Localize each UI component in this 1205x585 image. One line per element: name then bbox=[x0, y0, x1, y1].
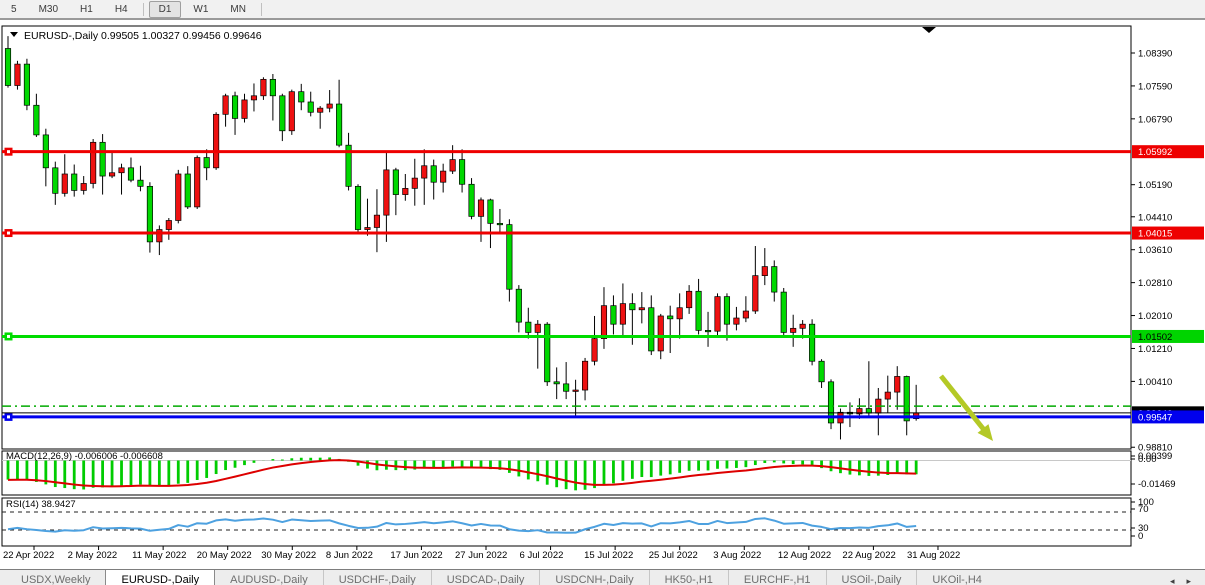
svg-text:1.08390: 1.08390 bbox=[1138, 49, 1172, 60]
svg-text:27 Jun 2022: 27 Jun 2022 bbox=[455, 550, 507, 561]
symbol-tab-eurchf-h1[interactable]: EURCHF-,H1 bbox=[727, 570, 826, 585]
chart-canvas[interactable]: 1.08390 1.07590 1.06790 1.05190 1.04410 1.036… bbox=[0, 20, 1205, 564]
svg-text:1.04015: 1.04015 bbox=[1138, 229, 1172, 240]
svg-text:1.07590: 1.07590 bbox=[1138, 81, 1172, 92]
timeframe-button-w1[interactable]: W1 bbox=[193, 3, 209, 15]
rsi-label: RSI(14) 38.9427 bbox=[6, 499, 76, 510]
timeframe-button-5[interactable]: 5 bbox=[11, 3, 17, 15]
symbol-tab-ukoil-h4[interactable]: UKOil-,H4 bbox=[916, 570, 997, 585]
timeframe-toolbar: 5 M30 H1 H4 D1 W1 MN bbox=[0, 0, 1205, 20]
svg-text:11 May 2022: 11 May 2022 bbox=[132, 550, 186, 561]
symbol-tab-usdcad-daily[interactable]: USDCAD-,Daily bbox=[430, 570, 540, 585]
svg-text:1.02010: 1.02010 bbox=[1138, 311, 1172, 322]
svg-text:12 Aug 2022: 12 Aug 2022 bbox=[778, 550, 831, 561]
price-badge bbox=[1132, 329, 1204, 343]
symbol-tab-usdchf-daily[interactable]: USDCHF-,Daily bbox=[322, 570, 431, 585]
timeframe-button-mn[interactable]: MN bbox=[230, 3, 246, 15]
timeframe-button-h4[interactable]: H4 bbox=[114, 3, 128, 15]
rsi-panel-frame bbox=[1, 497, 1132, 547]
svg-text:20 May 2022: 20 May 2022 bbox=[197, 550, 252, 561]
toolbar-divider bbox=[260, 2, 262, 16]
svg-text:22 Apr 2022: 22 Apr 2022 bbox=[3, 550, 54, 561]
timeframe-button-h1[interactable]: H1 bbox=[80, 3, 93, 15]
symbol-tab-eurusd-daily[interactable]: EURUSD-,Daily bbox=[105, 570, 216, 585]
svg-text:15 Jul 2022: 15 Jul 2022 bbox=[584, 550, 633, 561]
macd-panel-frame bbox=[1, 450, 1132, 496]
svg-text:0.00: 0.00 bbox=[1138, 454, 1157, 465]
chart-shift-marker-icon[interactable] bbox=[922, 27, 936, 33]
svg-text:1.00410: 1.00410 bbox=[1138, 377, 1172, 388]
svg-text:3 Aug 2022: 3 Aug 2022 bbox=[713, 550, 761, 561]
symbol-tab-usdcnh-daily[interactable]: USDCNH-,Daily bbox=[539, 570, 648, 585]
svg-text:1.01502: 1.01502 bbox=[1138, 332, 1172, 343]
toolbar-divider bbox=[142, 2, 144, 16]
svg-text:1.04410: 1.04410 bbox=[1138, 212, 1172, 223]
svg-text:1.03610: 1.03610 bbox=[1138, 245, 1172, 256]
svg-text:17 Jun 2022: 17 Jun 2022 bbox=[390, 550, 442, 561]
svg-text:1.02810: 1.02810 bbox=[1138, 278, 1172, 289]
svg-text:25 Jul 2022: 25 Jul 2022 bbox=[649, 550, 698, 561]
date-axis[interactable]: 22 Apr 2022 2 May 2022 11 May 2022 20 May 2… bbox=[3, 546, 960, 562]
horizontal-level-lines[interactable] bbox=[2, 147, 1131, 421]
candlestick-series bbox=[4, 36, 920, 440]
price-badge bbox=[1132, 145, 1204, 159]
main-chart-frame bbox=[1, 25, 1132, 450]
price-badge bbox=[1132, 226, 1204, 240]
svg-text:1.01210: 1.01210 bbox=[1138, 344, 1172, 355]
symbol-tab-audusd-daily[interactable]: AUDUSD-,Daily bbox=[230, 574, 308, 585]
svg-text:1.06790: 1.06790 bbox=[1138, 114, 1172, 125]
arrow-annotation[interactable] bbox=[939, 374, 993, 441]
price-axis[interactable]: 1.08390 1.07590 1.06790 1.05190 1.04410 1.036… bbox=[1131, 49, 1204, 454]
tab-scroll-left-icon[interactable]: ◂ bbox=[1169, 575, 1175, 585]
price-badge bbox=[1132, 410, 1204, 424]
svg-text:22 Aug 2022: 22 Aug 2022 bbox=[842, 550, 895, 561]
svg-text:0.98810: 0.98810 bbox=[1138, 443, 1172, 454]
symbol-tab-bar: USDX,Weekly EURUSD-,Daily AUDUSD-,Daily USD… bbox=[0, 569, 1205, 585]
svg-text:100: 100 bbox=[1138, 497, 1154, 508]
svg-text:2 May 2022: 2 May 2022 bbox=[68, 550, 118, 561]
macd-label: MACD(12,26,9) -0.006006 -0.006608 bbox=[6, 451, 163, 462]
chart-title: EURUSD-,Daily 0.99505 1.00327 0.99456 0.… bbox=[24, 30, 262, 42]
symbol-tab-hk50-h1[interactable]: HK50-,H1 bbox=[648, 570, 728, 585]
symbol-dropdown-icon[interactable] bbox=[10, 32, 18, 37]
timeframe-button-m30[interactable]: M30 bbox=[38, 3, 59, 15]
timeframe-button-d1[interactable]: D1 bbox=[148, 0, 182, 18]
svg-text:1.05992: 1.05992 bbox=[1138, 147, 1172, 158]
svg-text:0.99547: 0.99547 bbox=[1138, 412, 1172, 423]
tab-scroll-arrows: ◂ ▸ bbox=[1156, 570, 1205, 585]
symbol-tab-usdx-weekly[interactable]: USDX,Weekly bbox=[21, 574, 91, 585]
svg-text:70: 70 bbox=[1138, 504, 1149, 515]
svg-text:-0.01469: -0.01469 bbox=[1138, 479, 1176, 490]
svg-text:31 Aug 2022: 31 Aug 2022 bbox=[907, 550, 960, 561]
svg-text:30: 30 bbox=[1138, 523, 1149, 534]
svg-text:0: 0 bbox=[1138, 531, 1143, 542]
svg-text:6 Jul 2022: 6 Jul 2022 bbox=[520, 550, 564, 561]
tab-scroll-right-icon[interactable]: ▸ bbox=[1186, 575, 1191, 585]
svg-text:30 May 2022: 30 May 2022 bbox=[261, 550, 316, 561]
symbol-tab-usoil-daily[interactable]: USOil-,Daily bbox=[825, 570, 917, 585]
svg-text:0.00399: 0.00399 bbox=[1138, 451, 1172, 462]
svg-text:1.05190: 1.05190 bbox=[1138, 180, 1172, 191]
svg-text:8 Jun 2022: 8 Jun 2022 bbox=[326, 550, 373, 561]
